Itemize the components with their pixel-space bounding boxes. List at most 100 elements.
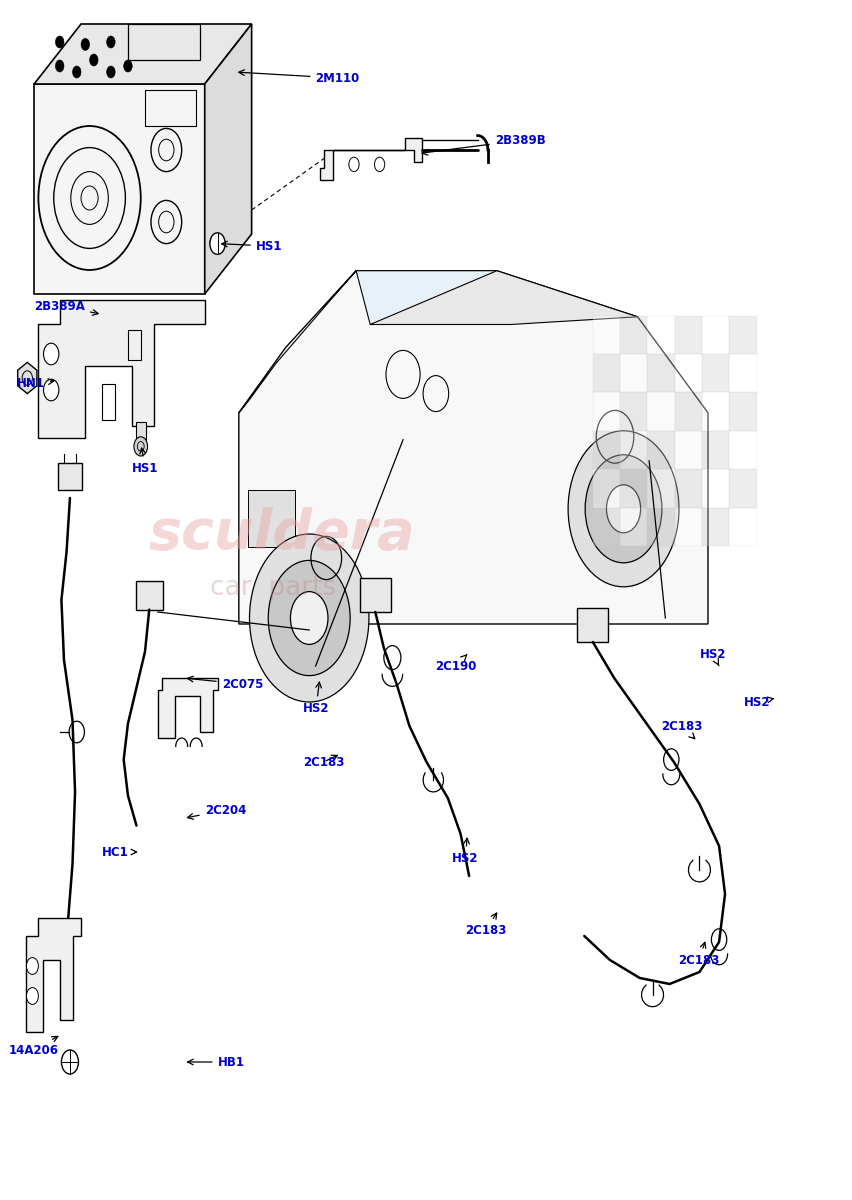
Bar — [647, 431, 674, 469]
Text: 2C190: 2C190 — [435, 655, 476, 672]
Polygon shape — [239, 271, 356, 413]
Text: 2C183: 2C183 — [464, 913, 506, 936]
Polygon shape — [38, 300, 204, 438]
Bar — [128, 24, 200, 60]
Bar — [674, 431, 701, 469]
Text: 2B389B: 2B389B — [422, 134, 544, 155]
Text: 14A206: 14A206 — [9, 1037, 59, 1056]
Bar — [58, 463, 82, 490]
Polygon shape — [26, 918, 81, 1032]
Bar — [647, 316, 674, 354]
Bar — [728, 431, 756, 469]
Text: 2C183: 2C183 — [677, 942, 719, 966]
Circle shape — [290, 592, 328, 644]
Text: 2C183: 2C183 — [302, 755, 344, 768]
Circle shape — [606, 485, 640, 533]
Polygon shape — [370, 271, 637, 324]
Bar — [674, 316, 701, 354]
Text: HS1: HS1 — [132, 448, 158, 474]
Bar — [592, 316, 619, 354]
Circle shape — [124, 60, 132, 72]
Bar — [647, 354, 674, 392]
Polygon shape — [204, 24, 251, 294]
Circle shape — [72, 66, 81, 78]
Polygon shape — [248, 490, 295, 547]
Circle shape — [55, 60, 64, 72]
Circle shape — [567, 431, 678, 587]
Circle shape — [268, 560, 350, 676]
Bar — [135, 422, 146, 446]
Text: HB1: HB1 — [187, 1056, 245, 1068]
Text: HS2: HS2 — [743, 696, 773, 708]
Bar — [592, 354, 619, 392]
Bar — [577, 608, 607, 642]
Bar — [619, 316, 647, 354]
Text: 2C075: 2C075 — [187, 677, 263, 690]
Bar — [728, 354, 756, 392]
Circle shape — [106, 36, 115, 48]
Bar — [701, 431, 728, 469]
Bar — [592, 508, 619, 546]
Circle shape — [43, 379, 59, 401]
Bar — [647, 508, 674, 546]
Text: HS2: HS2 — [699, 648, 725, 666]
Bar — [619, 431, 647, 469]
Bar — [592, 392, 619, 431]
Circle shape — [55, 36, 64, 48]
Text: HS2: HS2 — [302, 682, 329, 714]
Bar — [728, 469, 756, 508]
Bar — [701, 508, 728, 546]
Bar — [647, 392, 674, 431]
Bar — [360, 578, 390, 612]
Bar — [728, 392, 756, 431]
Bar — [674, 392, 701, 431]
Bar — [674, 354, 701, 392]
Bar — [128, 330, 141, 360]
Bar — [701, 316, 728, 354]
Bar — [728, 508, 756, 546]
Bar — [592, 469, 619, 508]
Text: sculdera: sculdera — [148, 506, 414, 560]
Bar — [592, 431, 619, 469]
Bar — [619, 392, 647, 431]
Polygon shape — [158, 678, 217, 738]
Text: car  parts: car parts — [210, 575, 336, 601]
Bar — [619, 508, 647, 546]
Bar — [619, 469, 647, 508]
Bar — [674, 508, 701, 546]
Bar — [102, 384, 115, 420]
Polygon shape — [320, 138, 422, 180]
Circle shape — [26, 988, 38, 1004]
Circle shape — [43, 343, 59, 365]
Polygon shape — [239, 271, 707, 624]
Bar — [145, 90, 196, 126]
Circle shape — [81, 38, 89, 50]
Text: HS2: HS2 — [452, 838, 478, 864]
Polygon shape — [356, 271, 510, 324]
Circle shape — [26, 958, 38, 974]
Text: HN1: HN1 — [17, 378, 54, 390]
Circle shape — [89, 54, 98, 66]
Text: 2B389A: 2B389A — [34, 300, 98, 316]
Polygon shape — [34, 84, 204, 294]
Bar — [674, 469, 701, 508]
Circle shape — [61, 1050, 78, 1074]
Text: 2C183: 2C183 — [660, 720, 702, 739]
Text: 2M110: 2M110 — [239, 70, 360, 84]
Circle shape — [134, 437, 147, 456]
Bar — [728, 316, 756, 354]
Circle shape — [584, 455, 661, 563]
Text: HC1: HC1 — [102, 846, 136, 858]
Bar — [135, 581, 163, 610]
Text: 2C204: 2C204 — [187, 804, 246, 820]
Bar — [701, 354, 728, 392]
Bar — [701, 469, 728, 508]
Bar — [701, 392, 728, 431]
Circle shape — [210, 233, 225, 254]
Circle shape — [249, 534, 368, 702]
Text: HS1: HS1 — [222, 240, 282, 252]
Polygon shape — [18, 362, 37, 394]
Polygon shape — [34, 24, 251, 84]
Bar — [619, 354, 647, 392]
Circle shape — [106, 66, 115, 78]
